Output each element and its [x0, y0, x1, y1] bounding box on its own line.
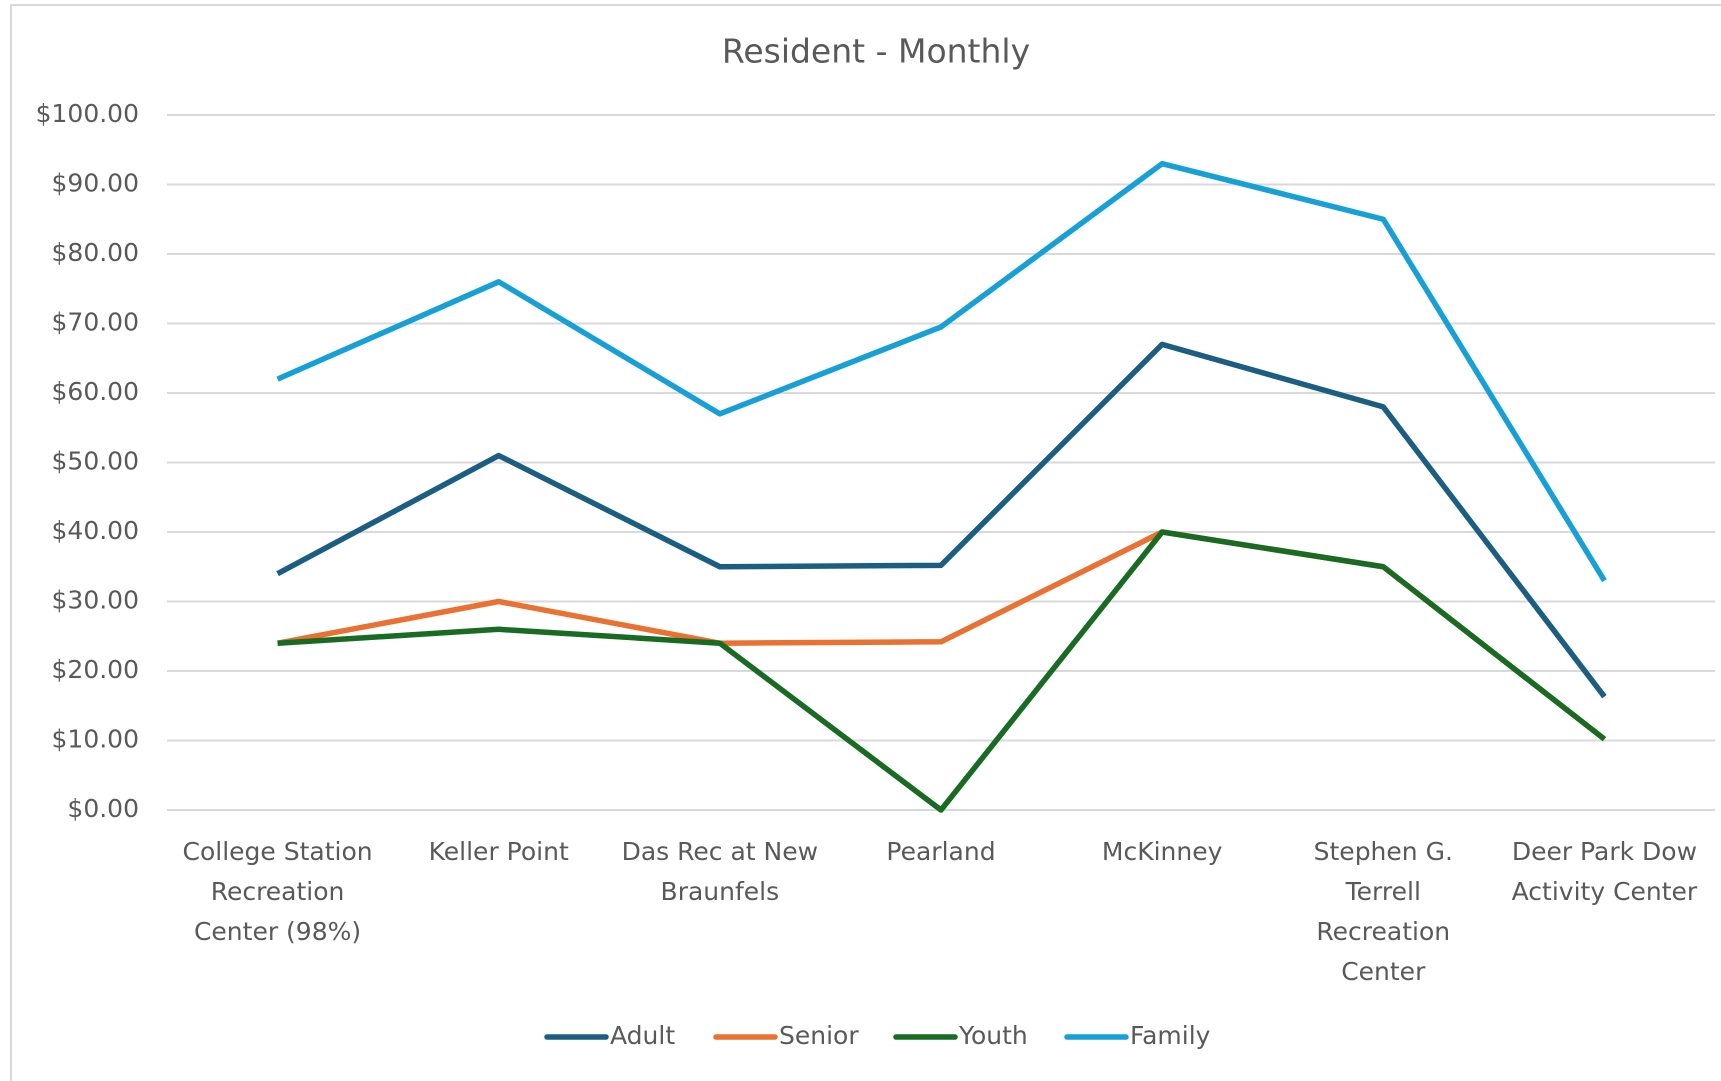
- legend-label: Family: [1130, 1021, 1211, 1050]
- y-tick-label: $90.00: [52, 169, 139, 198]
- x-tick-label: Keller Point: [428, 837, 569, 866]
- y-tick-label: $20.00: [52, 655, 139, 684]
- y-tick-label: $60.00: [52, 377, 139, 406]
- chart-border: [10, 4, 1721, 1081]
- y-tick-label: $40.00: [52, 516, 139, 545]
- chart-title: Resident - Monthly: [722, 32, 1030, 71]
- x-tick-label: Pearland: [886, 837, 996, 866]
- y-tick-label: $70.00: [52, 308, 139, 337]
- y-tick-label: $100.00: [36, 99, 139, 128]
- y-tick-label: $0.00: [67, 794, 139, 823]
- legend-label: Senior: [779, 1021, 859, 1050]
- series-line: [277, 529, 1607, 813]
- x-tick-label: College Station Recreation Center (98%): [182, 837, 373, 946]
- y-tick-label: $80.00: [52, 238, 139, 267]
- x-tick-label: Deer Park Dow Activity Center: [1511, 837, 1698, 906]
- legend-label: Adult: [610, 1021, 675, 1050]
- series-line: [276, 160, 1607, 583]
- legend-label: Youth: [958, 1021, 1028, 1050]
- y-tick-label: $50.00: [52, 447, 139, 476]
- x-tick-label: McKinney: [1101, 837, 1223, 866]
- y-tick-label: $10.00: [52, 725, 139, 754]
- x-tick-label: Das Rec at New Braunfels: [621, 837, 819, 906]
- series-line: [276, 341, 1607, 699]
- x-tick-label: Stephen G. Terrell Recreation Center: [1313, 837, 1453, 986]
- y-tick-label: $30.00: [52, 586, 139, 615]
